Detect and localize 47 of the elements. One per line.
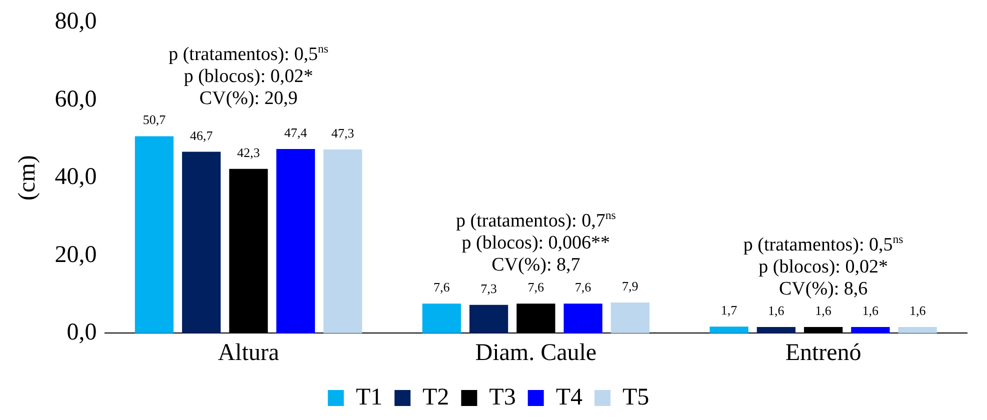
bar xyxy=(182,152,221,334)
data-label: 1,6 xyxy=(815,302,832,318)
y-tick-label: 60,0 xyxy=(54,86,97,112)
bar xyxy=(134,136,174,334)
data-label: 7,6 xyxy=(528,280,545,295)
data-label: 42,3 xyxy=(237,144,260,160)
annotation: p (blocos): 0,02* xyxy=(758,256,888,278)
x-tick-label: Altura xyxy=(218,340,280,366)
y-tick-label: 20,0 xyxy=(54,242,97,268)
x-tick-label: Diam. Caule xyxy=(475,340,597,366)
bar xyxy=(710,326,748,334)
data-label: 1,6 xyxy=(909,302,926,318)
data-label: 47,4 xyxy=(284,125,308,140)
legend-label: T1 xyxy=(356,384,383,410)
data-label: 50,7 xyxy=(142,112,166,128)
bar xyxy=(851,326,890,334)
annotation: CV(%): 8,6 xyxy=(778,278,868,300)
data-label: 46,7 xyxy=(190,128,214,143)
y-tick-label: 40,0 xyxy=(54,164,97,190)
legend-label: T3 xyxy=(489,384,516,410)
y-tick-label: 80,0 xyxy=(54,8,97,35)
legend-label: T2 xyxy=(422,384,450,410)
data-label: 7,9 xyxy=(622,278,638,294)
bar xyxy=(422,304,461,334)
y-axis-title: (cm) xyxy=(14,155,41,200)
data-label: 1,6 xyxy=(862,302,880,318)
y-tick-label: 0,0 xyxy=(66,319,97,346)
bar xyxy=(564,304,602,334)
data-label: 1,7 xyxy=(720,302,738,318)
annotation: CV(%): 8,7 xyxy=(492,254,580,276)
bar xyxy=(323,149,362,334)
annotation: p (blocos): 0,02* xyxy=(184,66,314,88)
legend-label: T4 xyxy=(556,384,582,410)
legend-label: T5 xyxy=(622,384,650,410)
bar xyxy=(469,304,508,334)
bar xyxy=(756,326,796,334)
data-label: 7,6 xyxy=(574,280,592,295)
data-label: 7,3 xyxy=(480,280,497,296)
data-label: 47,3 xyxy=(331,125,354,140)
annotation: p (blocos): 0,006** xyxy=(462,232,610,254)
data-label: 7,6 xyxy=(434,280,450,295)
data-label: 1,6 xyxy=(768,302,785,318)
bar xyxy=(610,302,650,334)
bar xyxy=(898,326,937,334)
bar xyxy=(276,149,315,334)
x-tick-label: Entrenó xyxy=(785,340,862,366)
annotation: CV(%): 20,9 xyxy=(199,88,298,110)
